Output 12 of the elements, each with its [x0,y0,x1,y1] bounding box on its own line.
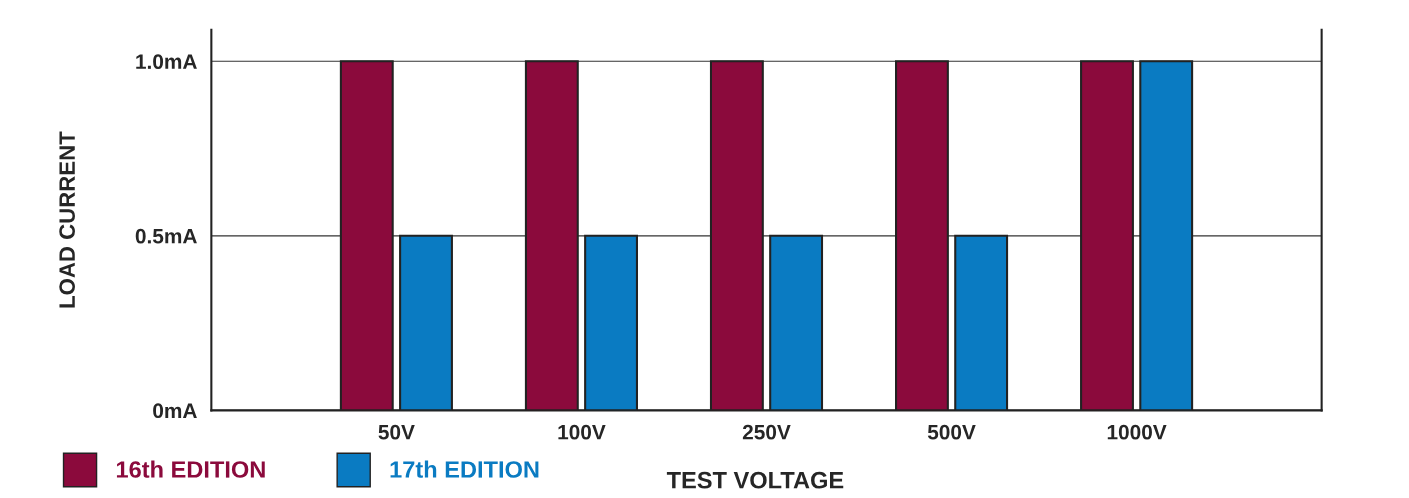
y-tick-label: 1.0mA [136,54,197,70]
x-tick-label: 500V [927,424,976,440]
x-tick-label: 1000V [1107,424,1167,440]
y-tick-label: 0.5mA [135,228,197,244]
x-tick-label: 250V [742,424,791,440]
x-tick-label: 100V [558,424,606,440]
x-axis-title: TEST VOLTAGE [666,471,844,489]
y-axis-title: LOAD CURRENT [59,131,75,308]
y-tick-label: 0mA [153,403,197,419]
x-tick-label: 50V [378,424,415,440]
legend-label: 16th EDITION [116,460,265,478]
legend-label: 17th EDITION [390,460,539,478]
